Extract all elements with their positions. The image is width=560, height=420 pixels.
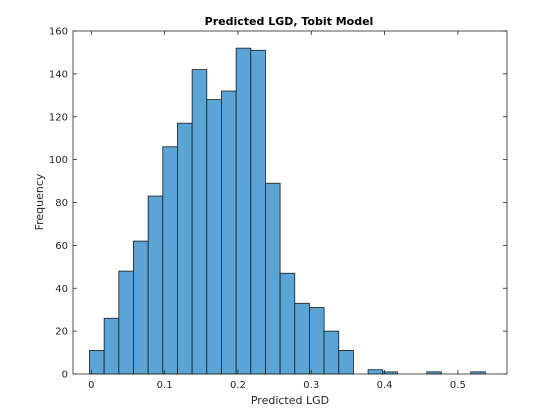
histogram-bar: [147, 195, 164, 375]
x-tick-label: 0: [88, 380, 94, 391]
histogram-bar: [235, 47, 252, 375]
y-tick-label: 120: [49, 112, 68, 123]
histogram-bar: [250, 49, 266, 375]
histogram-bar: [279, 272, 296, 375]
histogram-bar: [221, 90, 237, 375]
x-tick-label: 0.1: [157, 380, 173, 391]
x-tick-label: 0.5: [450, 380, 466, 391]
histogram-bar: [162, 146, 178, 375]
histogram-bar: [103, 317, 120, 375]
histogram-bar: [309, 307, 325, 375]
histogram-bar: [191, 69, 208, 375]
histogram-bar: [323, 330, 340, 375]
y-axis-title: Frequency: [33, 173, 46, 230]
x-tick-label: 0.3: [303, 380, 319, 391]
x-axis-title: Predicted LGD: [251, 394, 329, 407]
histogram-bar: [294, 302, 310, 375]
y-tick-label: 100: [49, 155, 68, 166]
y-tick-label: 160: [49, 27, 68, 38]
y-tick-label: 20: [55, 327, 68, 338]
y-tick-label: 60: [55, 241, 68, 252]
x-axis: 0 0.1 0.2 0.3 0.4 0.5: [88, 31, 466, 391]
histogram-bar: [118, 270, 134, 375]
y-tick-label: 80: [55, 198, 68, 209]
y-tick-label: 0: [62, 370, 68, 381]
histogram-bar: [367, 369, 384, 375]
chart-title: Predicted LGD, Tobit Model: [205, 15, 374, 28]
histogram-bar: [133, 240, 149, 375]
x-tick-label: 0.2: [230, 380, 246, 391]
histogram-bar: [206, 99, 222, 375]
histogram-bar: [177, 122, 193, 375]
x-tick-label: 0.4: [377, 380, 393, 391]
y-tick-label: 40: [55, 284, 68, 295]
y-tick-label: 140: [49, 69, 68, 80]
histogram-bar: [265, 182, 281, 375]
y-axis: 0 20 40 60 80 100 120 140 160: [49, 27, 507, 381]
histogram-bar: [338, 350, 354, 375]
